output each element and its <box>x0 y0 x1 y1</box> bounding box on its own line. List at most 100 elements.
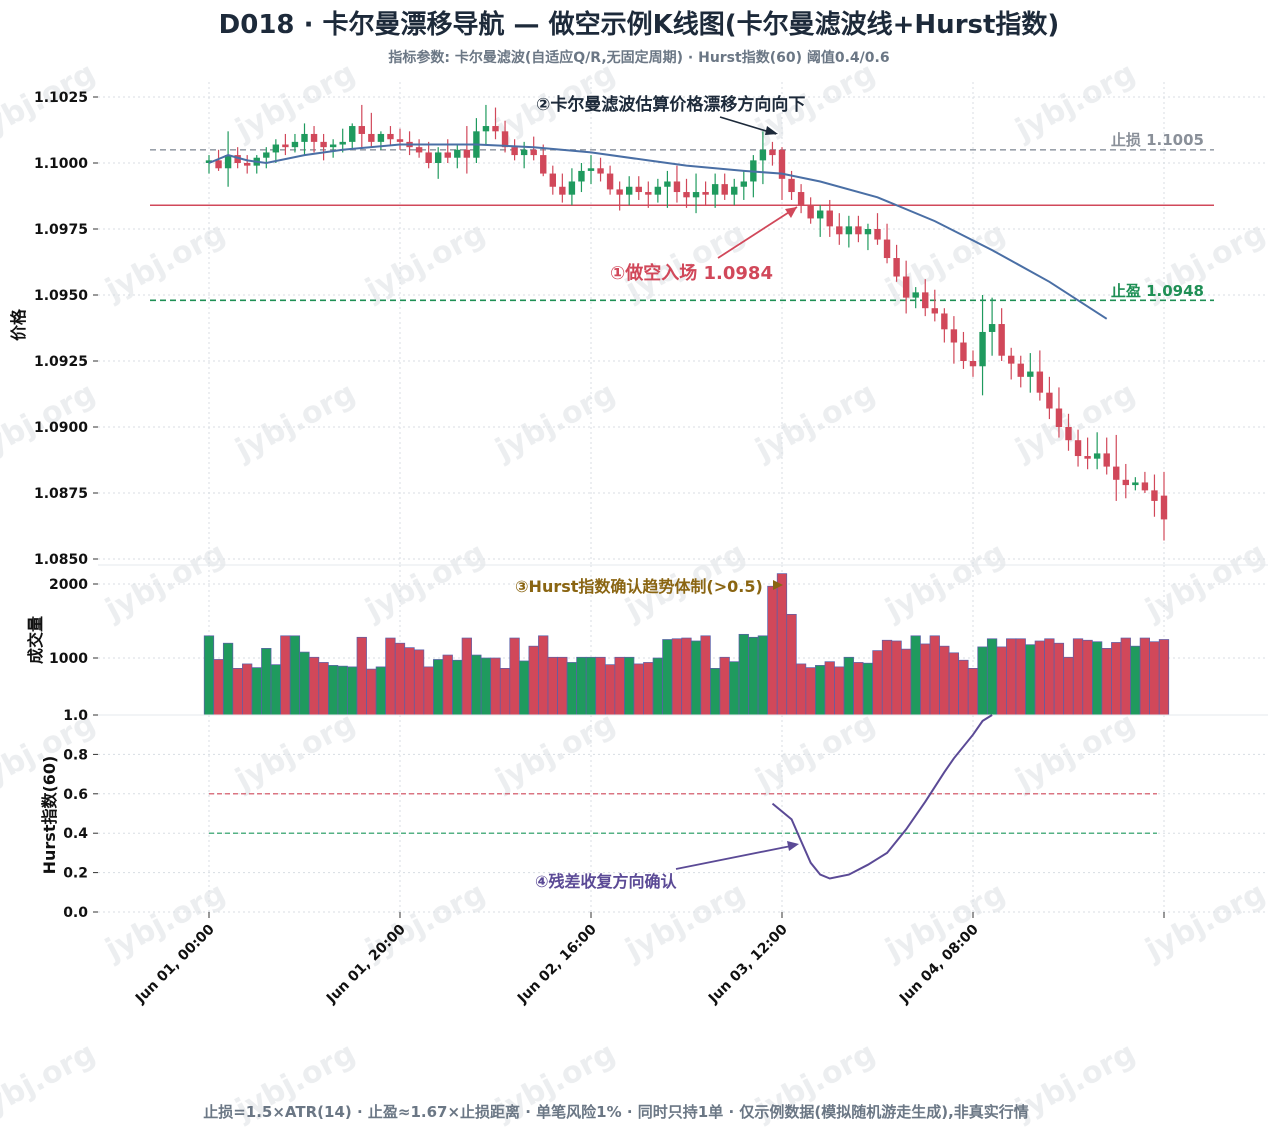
volume-panel: 1000 2000 成交量 ③Hurst指数确认趋势体制(>0.5) <box>26 564 1268 716</box>
candle-body <box>807 205 814 219</box>
watermark-text: jybj.org <box>359 216 491 308</box>
volume-bar <box>203 635 215 716</box>
volume-bar <box>528 645 539 716</box>
volume-bar <box>289 635 301 716</box>
annotation-arrow <box>717 206 798 259</box>
volume-bar <box>1025 644 1036 716</box>
candle-body <box>692 192 700 198</box>
volume-bar <box>1111 642 1122 716</box>
volume-bar <box>280 635 291 716</box>
volume-bar <box>729 661 740 716</box>
price-axis-label: 价格 <box>9 308 28 341</box>
watermark-text: jybj.org <box>1009 706 1141 798</box>
volume-bar <box>719 656 730 716</box>
candle-body <box>272 144 280 153</box>
candle-body <box>1017 363 1024 377</box>
volume-bar <box>318 662 329 716</box>
candle-body <box>511 147 518 156</box>
volume-bar <box>910 635 921 716</box>
volume-bar <box>585 656 597 716</box>
candle-body <box>711 184 719 195</box>
candle-body <box>616 189 623 195</box>
volume-bar <box>700 635 711 716</box>
candle-body <box>1093 453 1101 459</box>
volume-bar <box>624 656 635 716</box>
candle-body <box>578 170 585 182</box>
volume-bar <box>709 668 721 716</box>
chart-title: D018 · 卡尔曼漂移导航 — 做空示例K线图(卡尔曼滤波线+Hurst指数) <box>218 10 1060 40</box>
annotation-arrowhead <box>785 207 797 218</box>
watermark-text: jybj.org <box>1139 876 1271 968</box>
hurst-tick-label: 0.4 <box>63 826 88 842</box>
hurst-tick-label: 0.6 <box>63 787 88 803</box>
volume-bar <box>566 662 577 716</box>
candle-body <box>1103 453 1110 467</box>
volume-bar <box>891 640 902 716</box>
candle-body <box>979 331 986 367</box>
volume-bar <box>490 657 501 716</box>
volume-axis-label: 成交量 <box>26 616 45 664</box>
watermark-text: jybj.org <box>489 376 621 468</box>
volume-bar <box>920 643 931 716</box>
candle-body <box>463 149 471 158</box>
volume-bar <box>576 656 587 716</box>
candle-body <box>683 192 690 198</box>
volume-bar <box>690 640 702 716</box>
watermark-text: jybj.org <box>229 706 361 798</box>
volume-bar <box>767 585 778 716</box>
candle-body <box>587 168 595 171</box>
candle-body <box>1141 482 1149 491</box>
candle-body <box>1151 490 1158 501</box>
candle-body <box>950 329 958 343</box>
volume-bar <box>652 657 663 716</box>
candle-body <box>425 152 432 163</box>
volume-bar <box>452 659 463 716</box>
volume-bar <box>261 648 272 716</box>
annotation-arrowhead <box>787 841 799 851</box>
candle-body <box>759 149 767 161</box>
volume-bar <box>413 649 425 716</box>
candle-body <box>224 155 232 169</box>
volume-bar <box>776 573 788 716</box>
volume-bar <box>614 656 625 716</box>
candle-body <box>673 181 681 193</box>
volume-bar <box>375 666 387 716</box>
volume-bar <box>499 668 511 716</box>
watermark-text: jybj.org <box>99 216 231 308</box>
candle-body <box>988 324 996 332</box>
volume-bar <box>232 668 243 716</box>
price-tick-label: 1.0900 <box>34 420 88 436</box>
volume-bar <box>1091 641 1103 716</box>
volume-bar <box>1149 641 1160 716</box>
volume-bar <box>1158 639 1170 716</box>
volume-bar <box>786 613 797 716</box>
volume-bar <box>471 654 482 716</box>
candle-body <box>396 139 404 142</box>
chart-footer-note: 止损=1.5×ATR(14) · 止盈≈1.67×止损距离 · 单笔风险1% ·… <box>203 1103 1029 1121</box>
candle-body <box>320 141 327 148</box>
annotation-drift-text: ②卡尔曼滤波估算价格漂移方向向下 <box>536 94 805 115</box>
kalman-filter-line <box>208 143 1108 320</box>
volume-bar <box>356 636 367 716</box>
volume-bar <box>929 635 940 716</box>
watermark-text: jybj.org <box>99 876 231 968</box>
price-tick-label: 1.0975 <box>34 222 88 238</box>
price-y-ticks: 1.0850 1.0875 1.0900 1.0925 1.0950 1.0975 1.10… <box>34 90 98 568</box>
volume-bar <box>824 661 835 716</box>
hurst-tick-label: 0.2 <box>63 866 88 882</box>
annotation-residual: ④残差收复方向确认 <box>535 841 799 891</box>
candle-body <box>368 133 375 142</box>
volume-bar <box>1130 645 1141 716</box>
volume-bars <box>203 573 1170 716</box>
candle-body <box>836 226 843 235</box>
candle-body <box>912 292 919 298</box>
volume-bar <box>328 665 339 716</box>
volume-bar <box>433 659 444 716</box>
volume-bar <box>986 638 998 716</box>
annotation-short-entry: ①做空入场 1.0984 <box>610 206 798 284</box>
candle-body <box>1074 440 1082 457</box>
candle-body <box>435 152 442 163</box>
volume-bar <box>643 662 654 716</box>
hurst-panel: 0.0 0.2 0.4 0.6 0.8 1.0 Hurst指数(60) ④残差收复方向确认 <box>40 708 1268 921</box>
